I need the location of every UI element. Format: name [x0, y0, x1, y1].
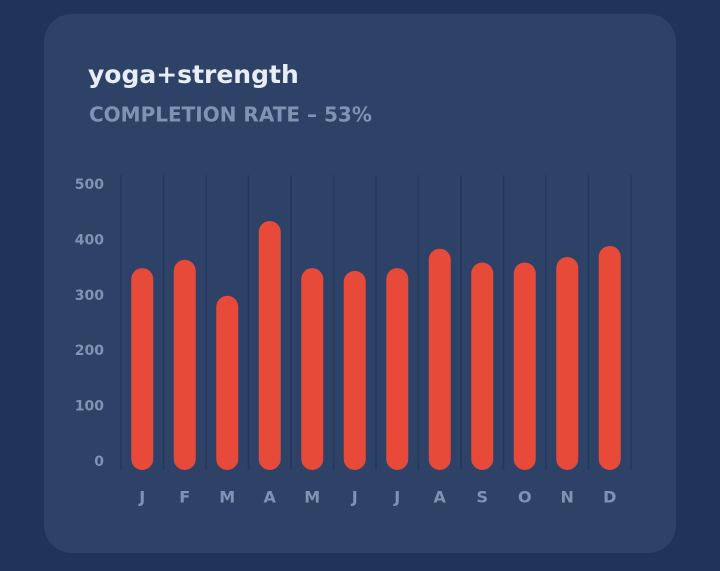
x-tick-label: M [219, 488, 235, 507]
x-tick-label: J [138, 488, 145, 507]
bar [513, 262, 536, 470]
bar [343, 270, 366, 470]
bar [216, 295, 239, 470]
chart-title: yoga+strength [88, 60, 299, 89]
bar [258, 221, 281, 470]
x-tick-label: J [393, 488, 400, 507]
x-tick-label: S [476, 488, 488, 507]
bar [386, 268, 409, 470]
x-tick-label: M [304, 488, 320, 507]
y-tick-label: 500 [75, 177, 104, 193]
bar [301, 268, 324, 470]
bar [428, 248, 451, 470]
y-tick-label: 300 [75, 288, 104, 304]
x-tick-label: N [561, 488, 574, 507]
y-tick-label: 0 [94, 454, 104, 470]
x-tick-label: F [179, 488, 190, 507]
chart-subtitle: COMPLETION RATE – 53% [89, 103, 372, 127]
bar [598, 245, 621, 470]
x-tick-label: A [264, 488, 277, 507]
x-tick-label: D [603, 488, 616, 507]
y-tick-label: 400 [75, 232, 104, 248]
bar [131, 268, 154, 470]
bar [471, 262, 494, 470]
y-tick-label: 200 [75, 343, 104, 359]
y-tick-label: 100 [75, 399, 104, 415]
x-tick-label: O [518, 488, 532, 507]
bar [173, 259, 196, 470]
x-tick-label: J [351, 488, 358, 507]
x-tick-label: A [434, 488, 447, 507]
bar [556, 257, 579, 470]
